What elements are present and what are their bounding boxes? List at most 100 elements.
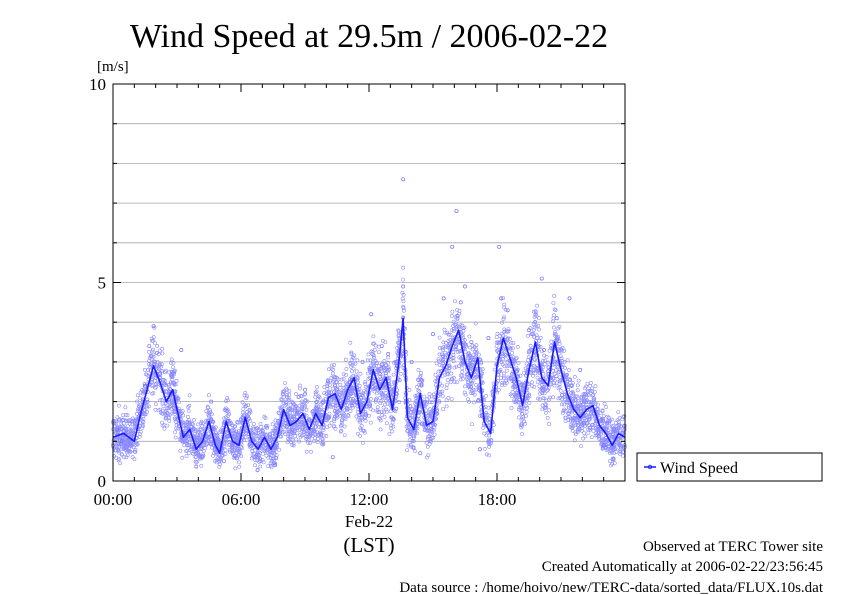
data-point (164, 389, 169, 393)
data-point (437, 352, 442, 357)
data-point (366, 376, 371, 381)
data-point (314, 421, 319, 426)
data-point (489, 438, 494, 443)
data-point (384, 421, 389, 426)
data-point (425, 397, 430, 402)
data-point (174, 378, 179, 383)
data-point (540, 349, 544, 354)
data-point (198, 426, 203, 431)
data-point (419, 382, 424, 387)
data-point (371, 408, 376, 413)
data-point (618, 449, 623, 454)
data-point (443, 350, 448, 355)
data-point (130, 455, 135, 460)
data-point (556, 386, 561, 391)
data-point (499, 376, 503, 381)
data-point (267, 436, 272, 441)
data-point (158, 398, 163, 403)
data-point (375, 408, 380, 413)
data-point (163, 382, 168, 387)
data-point (610, 445, 615, 450)
data-point (560, 411, 565, 415)
data-point (537, 327, 542, 332)
data-point (543, 358, 547, 363)
data-point (281, 389, 286, 394)
data-point (610, 434, 614, 439)
data-point (166, 414, 171, 419)
data-point (287, 392, 292, 397)
data-point (165, 423, 170, 428)
data-point (119, 439, 124, 444)
data-point (558, 354, 563, 359)
data-point (605, 414, 610, 419)
data-point (176, 400, 181, 405)
data-point (396, 328, 401, 333)
data-point (512, 358, 517, 363)
data-point (559, 349, 564, 354)
data-point (441, 340, 446, 345)
data-point (575, 388, 580, 393)
data-point (431, 332, 435, 337)
data-point (573, 415, 578, 420)
data-point (259, 446, 264, 451)
data-point (540, 390, 545, 395)
x-tick-label: 12:00 (350, 490, 389, 509)
data-point (314, 405, 319, 410)
data-point (506, 329, 511, 334)
data-point (548, 395, 552, 400)
data-point (444, 340, 448, 345)
data-point (449, 314, 454, 318)
data-point (383, 394, 388, 399)
data-point (311, 428, 316, 433)
data-point (424, 440, 429, 445)
data-point (204, 418, 209, 423)
data-point (174, 423, 179, 428)
data-point (291, 443, 296, 448)
data-point (531, 328, 536, 333)
data-point (300, 402, 305, 407)
data-point (572, 438, 577, 443)
data-point (587, 416, 592, 421)
data-point (461, 328, 466, 333)
data-point (565, 358, 570, 363)
data-point (449, 328, 454, 333)
data-point (130, 416, 135, 421)
data-point (387, 375, 392, 380)
data-point (341, 376, 346, 381)
data-point (473, 387, 478, 392)
data-point (377, 396, 382, 401)
data-point (279, 397, 284, 402)
data-point (446, 372, 451, 377)
data-point (554, 359, 559, 364)
data-point (327, 403, 332, 408)
data-point (501, 376, 506, 380)
data-point (402, 308, 406, 313)
data-point (236, 429, 241, 434)
data-point (590, 424, 595, 429)
data-point (457, 349, 462, 354)
data-point (366, 352, 371, 357)
data-point (253, 455, 258, 460)
data-point (167, 404, 172, 409)
data-point (116, 449, 121, 453)
data-point (186, 409, 191, 413)
data-point (526, 355, 531, 360)
data-point (171, 360, 176, 365)
data-point (135, 399, 140, 404)
data-point (551, 316, 556, 321)
data-point (573, 430, 578, 435)
data-point (331, 405, 336, 410)
data-point (273, 418, 278, 423)
data-point (529, 371, 534, 376)
data-point (264, 453, 269, 458)
data-point (546, 365, 551, 369)
data-point (199, 419, 204, 424)
data-point (527, 328, 531, 333)
data-point (371, 381, 376, 386)
data-point (236, 452, 241, 457)
data-point (168, 404, 173, 409)
data-point (544, 410, 548, 415)
data-point (494, 344, 499, 349)
legend-box (636, 452, 823, 482)
data-point (581, 436, 586, 441)
